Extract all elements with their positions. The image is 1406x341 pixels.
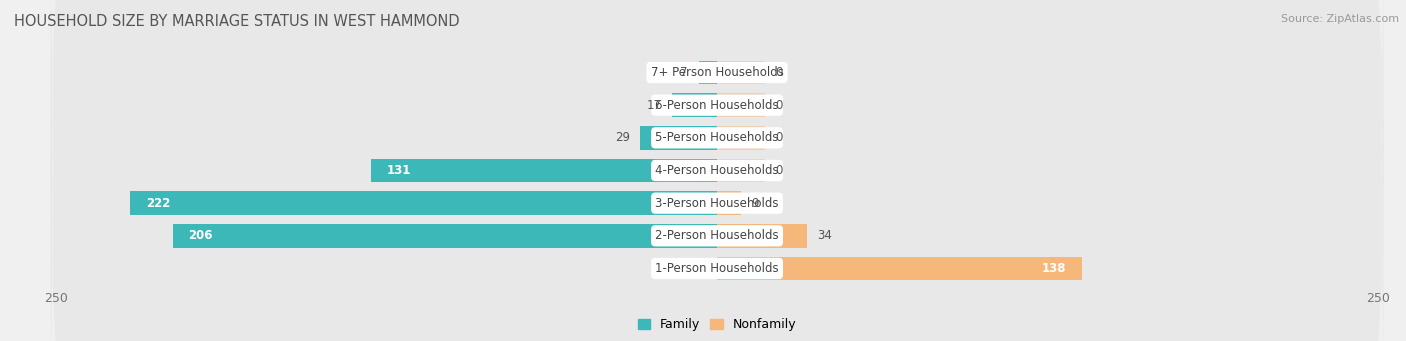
Bar (717, 191, 741, 215)
Bar (131, 191, 717, 215)
Bar (371, 159, 717, 182)
Text: 6-Person Households: 6-Person Households (655, 99, 779, 112)
Text: 0: 0 (775, 131, 783, 144)
FancyBboxPatch shape (51, 0, 1384, 252)
Bar (672, 93, 717, 117)
Text: 0: 0 (775, 99, 783, 112)
Text: 3-Person Households: 3-Person Households (655, 197, 779, 210)
FancyBboxPatch shape (51, 0, 1384, 284)
Text: HOUSEHOLD SIZE BY MARRIAGE STATUS IN WEST HAMMOND: HOUSEHOLD SIZE BY MARRIAGE STATUS IN WES… (14, 14, 460, 29)
Text: 9: 9 (751, 197, 759, 210)
Legend: Family, Nonfamily: Family, Nonfamily (638, 318, 796, 331)
Bar (717, 257, 1081, 280)
Bar (717, 224, 807, 248)
Text: 0: 0 (775, 66, 783, 79)
Text: 34: 34 (817, 229, 832, 242)
Bar (717, 126, 765, 150)
Text: 2-Person Households: 2-Person Households (655, 229, 779, 242)
FancyBboxPatch shape (51, 24, 1384, 317)
Text: 138: 138 (1042, 262, 1066, 275)
Bar (717, 159, 765, 182)
Text: 0: 0 (775, 164, 783, 177)
FancyBboxPatch shape (51, 0, 1384, 219)
Text: 17: 17 (647, 99, 662, 112)
FancyBboxPatch shape (51, 89, 1384, 341)
Bar (640, 126, 717, 150)
FancyBboxPatch shape (51, 57, 1384, 341)
Text: 206: 206 (188, 229, 212, 242)
Bar (717, 61, 765, 84)
Bar (699, 61, 717, 84)
Text: 1-Person Households: 1-Person Households (655, 262, 779, 275)
Text: 7: 7 (681, 66, 688, 79)
Text: 222: 222 (146, 197, 170, 210)
Text: 7+ Person Households: 7+ Person Households (651, 66, 783, 79)
Bar (717, 93, 765, 117)
Text: 5-Person Households: 5-Person Households (655, 131, 779, 144)
Text: Source: ZipAtlas.com: Source: ZipAtlas.com (1281, 14, 1399, 24)
Text: 29: 29 (614, 131, 630, 144)
Text: 131: 131 (387, 164, 411, 177)
FancyBboxPatch shape (51, 122, 1384, 341)
Text: 4-Person Households: 4-Person Households (655, 164, 779, 177)
Bar (173, 224, 717, 248)
